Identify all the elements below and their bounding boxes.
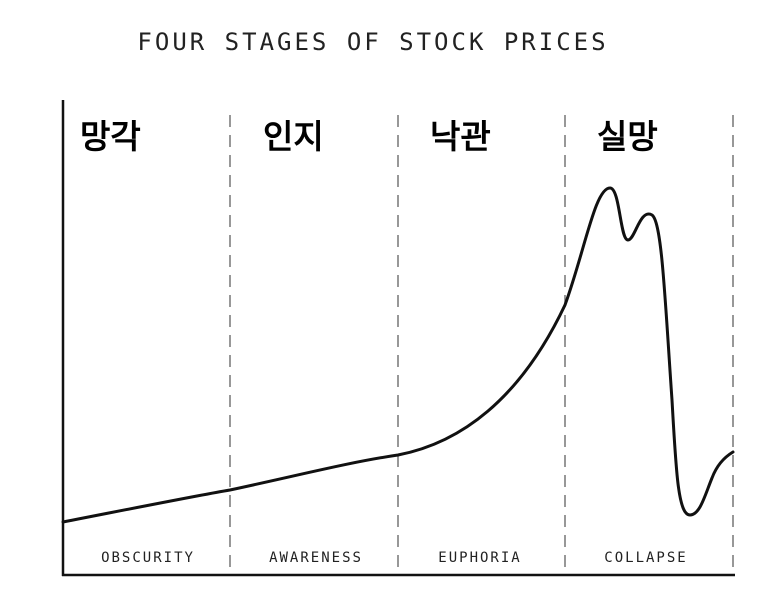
stage-korean-label: 망각: [80, 117, 141, 156]
title: FOUR STAGES OF STOCK PRICES: [137, 28, 608, 56]
stage-english-label: COLLAPSE: [604, 550, 687, 566]
stage-korean-label: 인지: [263, 117, 324, 156]
stage-korean-label: 낙관: [430, 117, 491, 156]
stage-english-label: AWARENESS: [269, 550, 363, 566]
stage-english-label: EUPHORIA: [438, 550, 521, 566]
stage-english-label: OBSCURITY: [101, 550, 195, 566]
price-curve: [61, 186, 735, 524]
stage-korean-label: 실망: [597, 117, 658, 156]
